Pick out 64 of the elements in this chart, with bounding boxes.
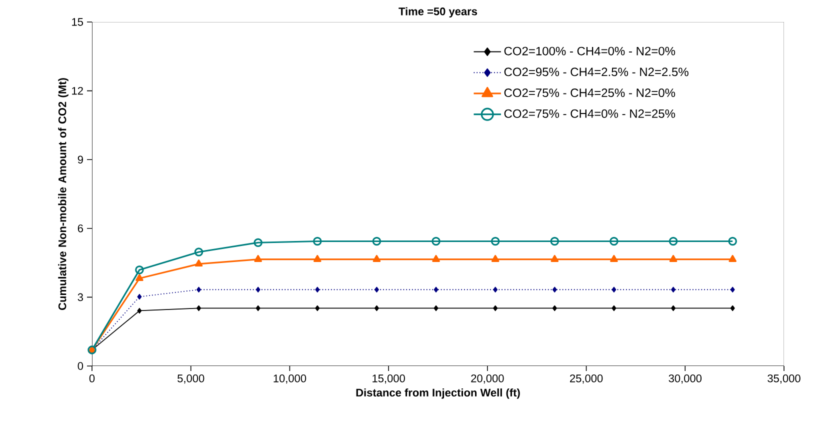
point bbox=[374, 305, 379, 312]
point bbox=[432, 236, 440, 246]
point bbox=[671, 286, 676, 292]
chart-title: Time =50 years bbox=[398, 7, 478, 18]
x-tick-label: 5,000 bbox=[178, 374, 204, 384]
point bbox=[254, 254, 262, 262]
point bbox=[194, 260, 203, 267]
point bbox=[372, 254, 381, 262]
x-tick-label: 30,000 bbox=[668, 374, 702, 384]
point bbox=[550, 254, 559, 262]
point bbox=[668, 236, 678, 246]
point bbox=[256, 286, 260, 292]
point bbox=[490, 236, 500, 246]
point bbox=[493, 286, 498, 292]
x-tick-label: 35,000 bbox=[768, 374, 800, 384]
point bbox=[434, 305, 438, 312]
y-tick-label: 15 bbox=[72, 18, 84, 26]
y-tick-label: 12 bbox=[72, 86, 83, 95]
x-tick-label: 15,000 bbox=[372, 374, 405, 384]
point bbox=[669, 254, 678, 262]
point bbox=[194, 248, 204, 256]
y-tick-label: 0 bbox=[78, 362, 84, 370]
point bbox=[728, 254, 737, 262]
point bbox=[610, 236, 618, 246]
point bbox=[315, 305, 320, 312]
point bbox=[730, 286, 735, 292]
legend-label: CO2=75% - CH4=0% - N2=25% bbox=[504, 109, 676, 118]
point bbox=[550, 236, 560, 246]
y-tick-label: 3 bbox=[78, 293, 84, 302]
x-tick-label: 10,000 bbox=[274, 374, 306, 384]
point bbox=[136, 274, 144, 281]
point bbox=[491, 254, 500, 262]
y-tick-label: 6 bbox=[78, 224, 84, 232]
point bbox=[137, 294, 142, 300]
point bbox=[254, 238, 262, 248]
y-tick-label: 9 bbox=[78, 156, 83, 164]
point bbox=[313, 254, 322, 262]
point bbox=[137, 308, 142, 314]
point bbox=[135, 266, 144, 274]
point bbox=[374, 286, 379, 292]
point bbox=[493, 305, 498, 312]
point bbox=[196, 305, 202, 312]
point bbox=[612, 286, 616, 292]
point bbox=[612, 305, 616, 312]
x-tick-label: 20,000 bbox=[471, 374, 504, 384]
point bbox=[730, 305, 735, 312]
point bbox=[552, 286, 557, 292]
x-tick-label: 0 bbox=[89, 374, 95, 382]
x-axis-title: Distance from Injection Well (ft) bbox=[356, 388, 520, 399]
x-tick-label: 25,000 bbox=[570, 374, 603, 384]
point bbox=[313, 236, 322, 246]
point bbox=[196, 286, 202, 292]
point bbox=[432, 254, 440, 262]
point bbox=[610, 254, 618, 262]
point bbox=[434, 286, 438, 292]
y-axis-title: Cumulative Non-mobile Amount of CO2 (Mt) bbox=[58, 78, 68, 310]
legend-label: CO2=95% - CH4=2.5% - N2=2.5% bbox=[504, 68, 688, 76]
point bbox=[671, 305, 676, 312]
point bbox=[315, 286, 320, 292]
point bbox=[372, 236, 382, 246]
legend-label: CO2=75% - CH4=25% - N2=0% bbox=[504, 88, 676, 98]
point bbox=[256, 305, 260, 312]
legend-label: CO2=100% - CH4=0% - N2=0% bbox=[504, 46, 676, 56]
point bbox=[552, 305, 557, 312]
